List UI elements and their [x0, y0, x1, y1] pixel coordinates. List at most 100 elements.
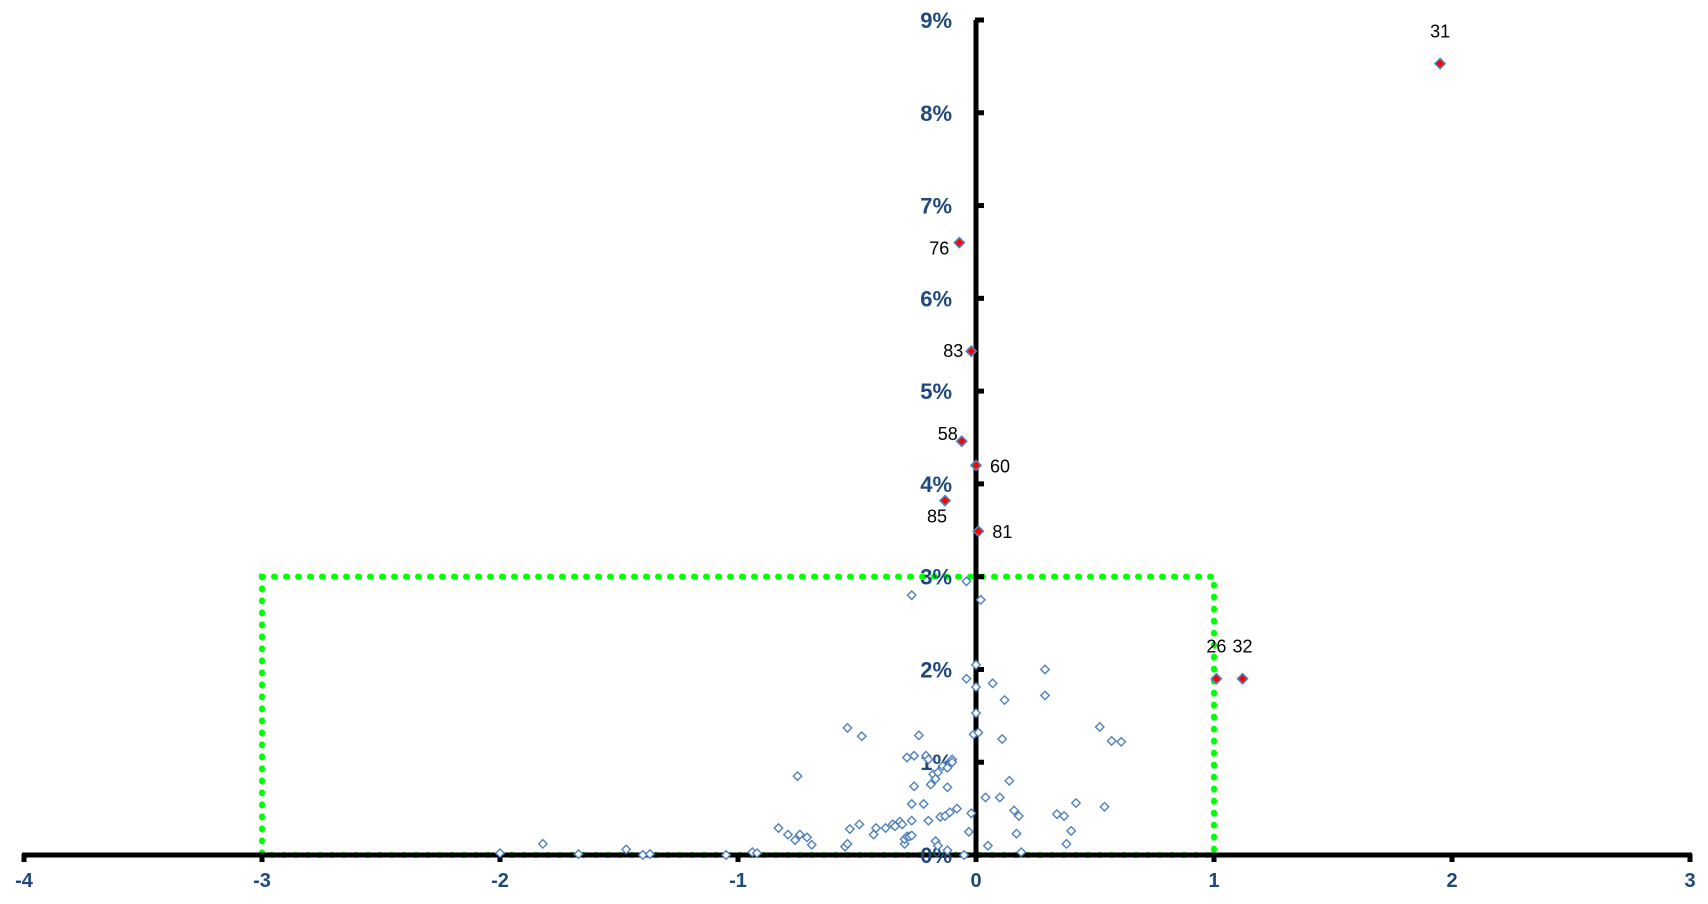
- data-point: [961, 673, 972, 684]
- data-point: [970, 659, 982, 670]
- data-point: [913, 730, 925, 741]
- data-point: [537, 838, 549, 850]
- data-point: [932, 767, 944, 778]
- highlighted-point: [972, 525, 985, 538]
- data-point: [944, 807, 956, 818]
- data-point: [1070, 797, 1082, 809]
- data-point: [973, 727, 984, 738]
- data-point: [854, 819, 865, 830]
- point-label: 32: [1233, 637, 1253, 657]
- data-point: [1039, 664, 1051, 675]
- x-tick-label: 1: [1208, 870, 1219, 892]
- data-point: [906, 798, 917, 810]
- data-point: [1013, 810, 1025, 822]
- data-point: [1051, 808, 1063, 820]
- data-point: [966, 808, 977, 819]
- data-point: [925, 779, 936, 790]
- data-point: [1115, 736, 1127, 748]
- data-point: [1106, 735, 1117, 747]
- data-point: [782, 829, 794, 840]
- data-point: [908, 781, 920, 792]
- data-point: [999, 694, 1010, 706]
- data-point: [1039, 690, 1051, 701]
- data-point: [947, 757, 958, 768]
- data-point: [1016, 847, 1027, 858]
- point-label: 60: [990, 456, 1010, 476]
- data-point: [906, 830, 917, 841]
- data-point: [842, 838, 853, 850]
- data-point: [930, 773, 941, 785]
- data-point: [996, 733, 1008, 745]
- data-point: [908, 750, 920, 761]
- data-point: [842, 722, 853, 734]
- data-point: [868, 829, 879, 840]
- highlighted-point: [955, 435, 968, 448]
- data-point: [644, 848, 656, 860]
- data-point: [1004, 775, 1015, 786]
- x-ticks: -4 -3 -2 -1 0 1 2 3: [15, 854, 1696, 892]
- point-label: 26: [1206, 637, 1226, 657]
- data-point: [923, 815, 934, 826]
- data-point: [494, 847, 506, 859]
- data-point: [1008, 805, 1020, 816]
- data-points: [494, 57, 1447, 861]
- y-tick-label: 5%: [920, 379, 952, 404]
- highlighted-point: [1236, 672, 1249, 685]
- point-labels: 31 76 83 58 60 85 81 26 32: [927, 22, 1450, 657]
- point-label: 85: [927, 507, 947, 527]
- highlighted-point: [953, 236, 966, 249]
- data-point: [918, 798, 929, 810]
- x-tick-label: 2: [1446, 870, 1457, 892]
- data-point: [1094, 721, 1105, 733]
- data-point: [942, 845, 953, 856]
- highlighted-point: [969, 459, 983, 472]
- data-point: [906, 815, 917, 826]
- data-point: [1061, 838, 1072, 850]
- data-point: [789, 834, 801, 846]
- highlighted-point: [938, 494, 952, 507]
- data-point: [932, 840, 944, 851]
- data-point: [1066, 825, 1077, 837]
- data-point: [942, 762, 953, 773]
- data-point: [844, 823, 856, 835]
- data-point: [794, 829, 806, 840]
- data-point: [806, 839, 817, 850]
- point-label: 83: [943, 341, 963, 361]
- data-point: [980, 792, 991, 803]
- y-tick-label: 4%: [920, 472, 952, 497]
- y-tick-label: 8%: [920, 101, 952, 126]
- x-tick-label: -4: [15, 870, 34, 892]
- data-point: [751, 847, 763, 859]
- x-tick-label: 3: [1684, 870, 1695, 892]
- data-point: [1058, 810, 1070, 822]
- data-point: [856, 731, 867, 742]
- data-point: [897, 819, 908, 830]
- data-point: [961, 576, 972, 587]
- data-point: [994, 792, 1005, 803]
- region-box: [259, 573, 1217, 859]
- data-point: [951, 803, 963, 814]
- data-point: [801, 832, 813, 843]
- y-tick-label: 3%: [920, 565, 952, 590]
- x-tick-label: -3: [253, 870, 271, 892]
- x-tick-label: 0: [970, 870, 981, 892]
- data-point: [982, 840, 994, 851]
- data-point: [901, 752, 913, 763]
- data-point: [1011, 828, 1022, 839]
- data-point: [942, 782, 953, 793]
- data-point: [720, 849, 732, 861]
- y-tick-label: 9%: [920, 8, 952, 33]
- x-tick-label: -1: [729, 870, 747, 892]
- highlighted-point: [965, 345, 978, 358]
- y-tick-label: 6%: [920, 286, 952, 311]
- point-label: 31: [1430, 22, 1450, 42]
- data-point: [620, 844, 632, 855]
- point-label: 81: [992, 522, 1012, 542]
- x-tick-label: -2: [491, 870, 509, 892]
- data-point: [958, 849, 970, 861]
- data-point: [773, 822, 784, 834]
- data-point: [870, 822, 882, 834]
- y-tick-label: 2%: [920, 657, 952, 682]
